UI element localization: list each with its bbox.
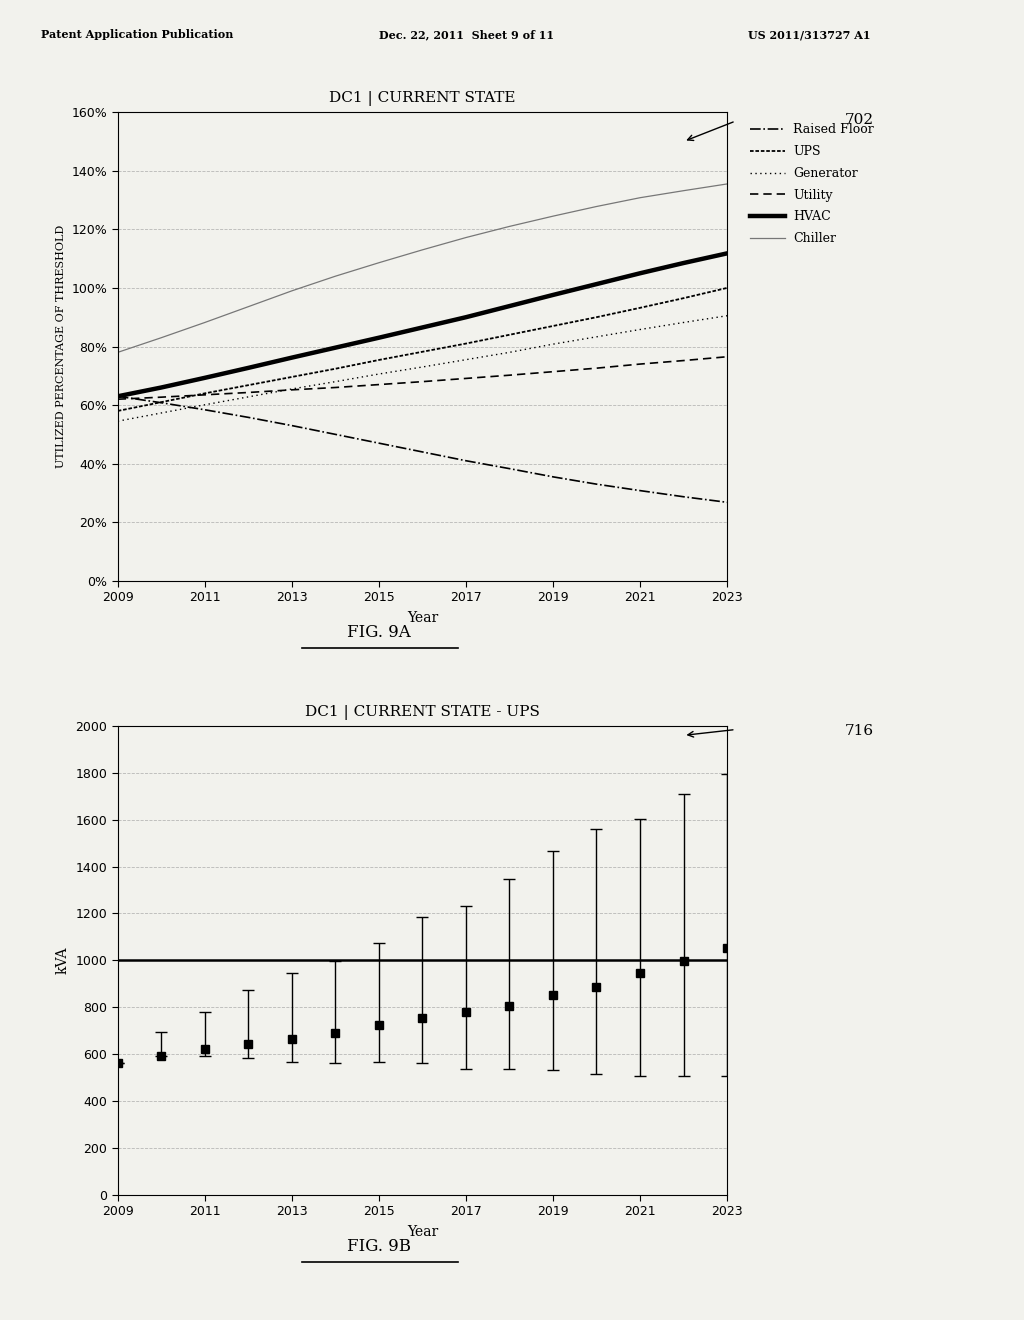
- Text: FIG. 9B: FIG. 9B: [347, 1238, 411, 1255]
- Text: Dec. 22, 2011  Sheet 9 of 11: Dec. 22, 2011 Sheet 9 of 11: [379, 29, 554, 40]
- Title: DC1 | CURRENT STATE: DC1 | CURRENT STATE: [329, 91, 516, 107]
- X-axis label: Year: Year: [407, 1225, 438, 1239]
- Text: 716: 716: [845, 725, 873, 738]
- Text: 702: 702: [845, 114, 873, 127]
- Legend: Raised Floor, UPS, Generator, Utility, HVAC, Chiller: Raised Floor, UPS, Generator, Utility, H…: [745, 119, 879, 251]
- Text: Patent Application Publication: Patent Application Publication: [41, 29, 233, 40]
- Title: DC1 | CURRENT STATE - UPS: DC1 | CURRENT STATE - UPS: [305, 705, 540, 721]
- Text: FIG. 9A: FIG. 9A: [347, 624, 411, 642]
- X-axis label: Year: Year: [407, 611, 438, 626]
- Y-axis label: kVA: kVA: [56, 946, 70, 974]
- Text: US 2011/313727 A1: US 2011/313727 A1: [748, 29, 870, 40]
- Y-axis label: UTILIZED PERCENTAGE OF THRESHOLD: UTILIZED PERCENTAGE OF THRESHOLD: [56, 224, 66, 469]
